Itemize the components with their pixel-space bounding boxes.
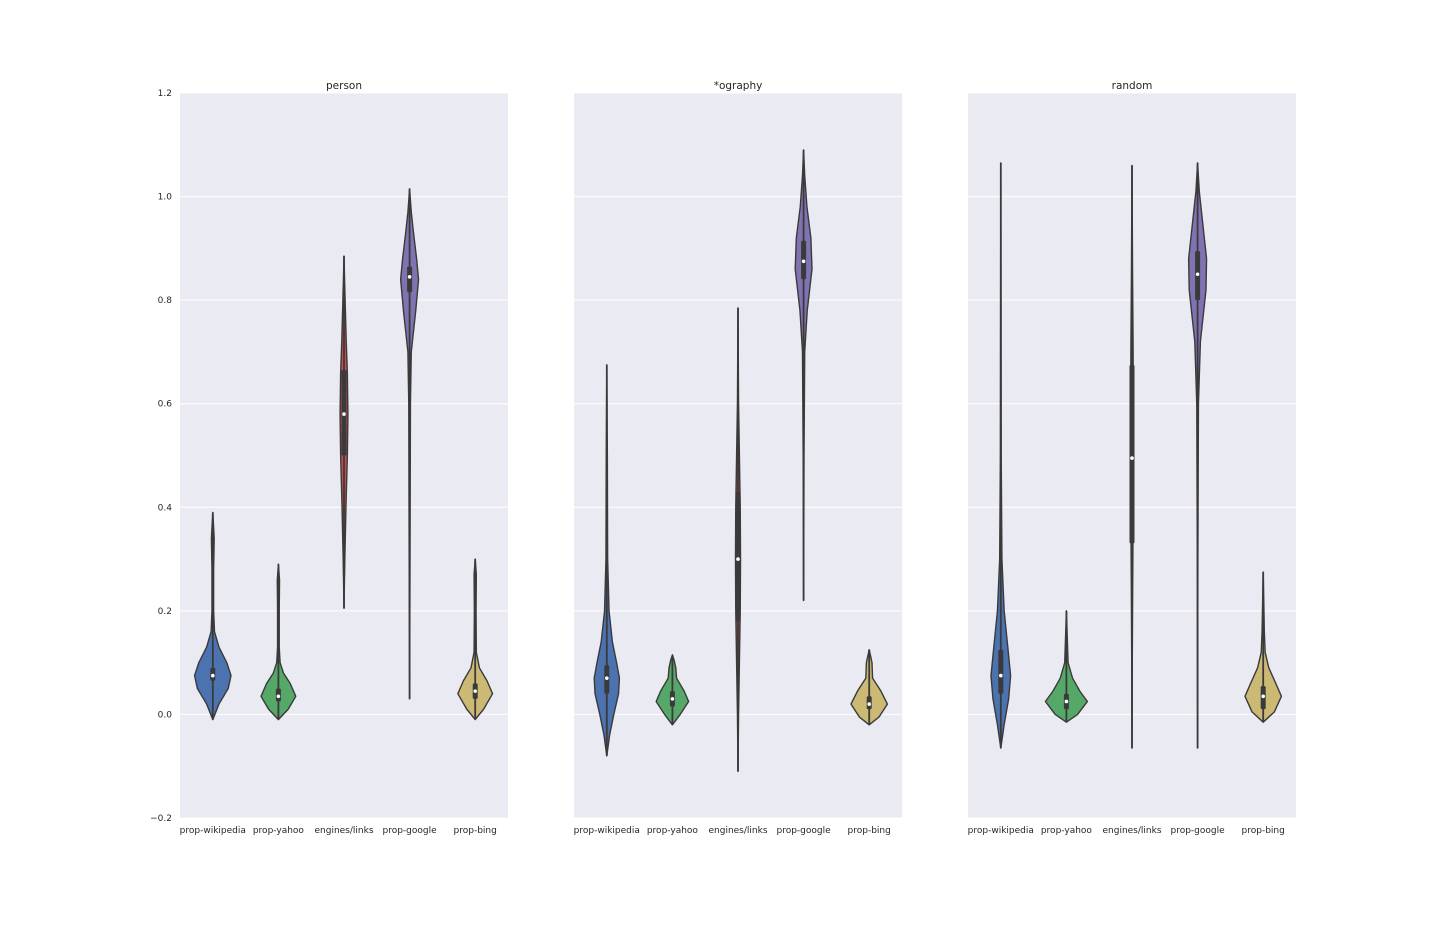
violin-median-point [736, 557, 740, 561]
y-tick-label: 0.8 [158, 296, 173, 306]
x-tick-label: prop-google [1171, 826, 1226, 836]
violin-median-point [867, 702, 871, 706]
x-tick-label: prop-google [777, 826, 832, 836]
x-tick-label: prop-google [383, 826, 438, 836]
violin-iqr-box [998, 649, 1004, 694]
violin-median-point [999, 673, 1003, 678]
violin-median-point [473, 689, 478, 693]
violins [193, 149, 1283, 773]
violin-median-point [1130, 456, 1134, 460]
x-tick-label: prop-yahoo [647, 826, 699, 836]
y-tick-label: 1.0 [158, 193, 173, 203]
violin-iqr-box [407, 266, 413, 293]
y-tick-label: −0.2 [150, 814, 172, 824]
violin-median-point [801, 259, 806, 264]
violin-median-point [605, 676, 609, 680]
x-tick-label: engines/links [708, 826, 767, 836]
violin-median-point [1261, 694, 1265, 699]
axis-labels: −0.2 0.0 0.2 0.4 0.6 0.8 1.0 1.2 person prop-wiki… [150, 80, 1285, 836]
x-tick-label: engines/links [314, 826, 373, 836]
violin-median-point [342, 412, 346, 416]
y-tick-label: 0.6 [158, 400, 173, 410]
y-tick-label: 0.0 [158, 710, 173, 720]
violin-iqr-box [735, 491, 741, 622]
violin-median-point [407, 275, 412, 279]
x-tick-label: prop-bing [454, 826, 497, 836]
x-tick-label: prop-wikipedia [180, 826, 246, 836]
x-tick-label: prop-yahoo [253, 826, 305, 836]
violin-median-point [1195, 272, 1200, 277]
panel-title: person [326, 80, 362, 92]
y-tick-label: 0.4 [158, 503, 173, 513]
x-tick-label: prop-wikipedia [574, 826, 640, 836]
panel-title: random [1112, 80, 1153, 92]
x-tick-label: prop-bing [1242, 826, 1285, 836]
y-tick-label: 1.2 [158, 89, 172, 99]
y-tick-label: 0.2 [158, 607, 172, 617]
x-tick-label: engines/links [1102, 826, 1161, 836]
x-tick-label: prop-wikipedia [968, 826, 1034, 836]
violin-median-point [211, 673, 215, 678]
violin-median-point [670, 697, 675, 701]
x-tick-label: prop-yahoo [1041, 826, 1093, 836]
violin-iqr-box [1129, 364, 1135, 544]
x-tick-label: prop-bing [848, 826, 891, 836]
panel-title: *ography [714, 80, 763, 92]
violin-median-point [276, 694, 281, 699]
violin-median-point [1064, 699, 1069, 704]
